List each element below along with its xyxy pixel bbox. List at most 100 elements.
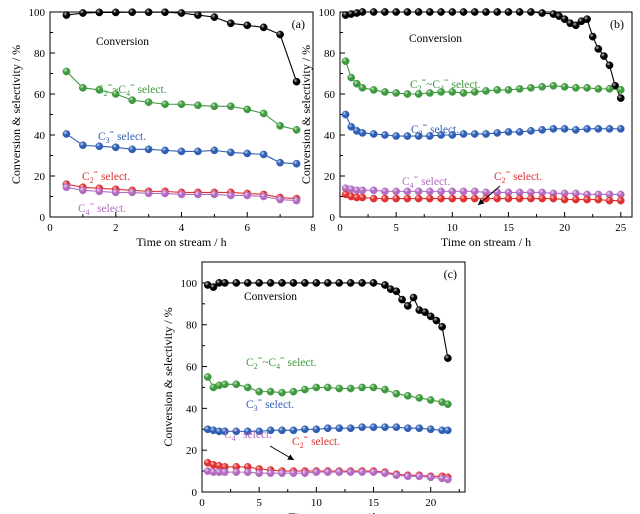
data-point xyxy=(111,143,120,152)
data-point xyxy=(504,194,513,203)
series-c3: C3= select. xyxy=(203,396,452,436)
data-point xyxy=(403,90,412,98)
series-c3: C3= select. xyxy=(62,128,301,168)
data-point xyxy=(358,383,366,392)
data-point xyxy=(95,86,104,94)
data-point xyxy=(358,186,367,195)
data-point xyxy=(588,32,597,41)
x-axis-label: Time on stream / h xyxy=(136,235,226,249)
data-point xyxy=(369,468,378,476)
series-label: C3= select. xyxy=(246,396,294,413)
data-point xyxy=(210,102,219,111)
y-tick-label: 20 xyxy=(186,445,198,457)
data-point xyxy=(335,468,344,476)
data-point xyxy=(369,383,378,392)
data-point xyxy=(243,279,252,287)
y-tick-label: 100 xyxy=(29,7,46,19)
data-point xyxy=(79,9,87,17)
data-point xyxy=(346,468,355,476)
data-point xyxy=(493,129,502,137)
y-tick-label: 0 xyxy=(192,487,198,499)
data-point xyxy=(301,279,309,287)
data-point xyxy=(381,281,389,289)
data-point xyxy=(538,9,547,17)
data-point xyxy=(392,187,401,196)
series-label: Conversion xyxy=(244,291,297,303)
data-point xyxy=(266,387,275,396)
data-point xyxy=(616,86,625,94)
data-point xyxy=(128,96,137,105)
data-point xyxy=(448,88,457,96)
data-point xyxy=(381,8,389,16)
y-tick-label: 0 xyxy=(330,212,336,224)
data-point xyxy=(194,101,202,110)
series-label: Conversion xyxy=(409,33,462,45)
data-point xyxy=(232,468,241,476)
data-point xyxy=(62,11,71,19)
y-tick-label: 80 xyxy=(186,320,198,332)
data-point xyxy=(276,121,284,130)
data-point xyxy=(415,394,424,402)
x-tick-label: 6 xyxy=(245,222,251,234)
data-point xyxy=(243,191,252,200)
series-c4: C4= select. xyxy=(62,183,301,217)
data-point xyxy=(346,384,355,393)
data-point xyxy=(549,125,558,133)
x-tick-label: 10 xyxy=(311,497,323,509)
data-point xyxy=(605,196,614,205)
data-point xyxy=(335,384,344,393)
data-point xyxy=(515,8,524,16)
data-point xyxy=(232,279,241,287)
data-point xyxy=(210,146,219,155)
data-point xyxy=(266,279,275,287)
data-point xyxy=(470,88,479,96)
series-c3: C3= select. xyxy=(341,110,625,140)
series-label: Conversion xyxy=(96,36,149,48)
data-point xyxy=(414,8,423,16)
data-point xyxy=(259,23,268,32)
data-point xyxy=(443,475,452,484)
data-point xyxy=(527,84,535,92)
series-label: C2= select. xyxy=(82,168,130,185)
data-point xyxy=(470,8,479,16)
data-point xyxy=(403,391,412,400)
x-tick-label: 2 xyxy=(113,222,119,234)
data-point xyxy=(358,279,366,287)
data-point xyxy=(209,283,218,291)
data-point xyxy=(259,109,268,118)
x-tick-label: 5 xyxy=(393,222,399,234)
data-point xyxy=(571,126,580,134)
data-point xyxy=(600,52,608,60)
data-point xyxy=(144,98,153,107)
data-point xyxy=(560,82,569,91)
data-point xyxy=(470,194,479,203)
data-point xyxy=(95,187,104,196)
data-point xyxy=(79,84,87,92)
data-point xyxy=(470,130,479,138)
data-point xyxy=(161,146,169,155)
data-point xyxy=(432,316,441,325)
y-axis-label: Conversion & selectivity / % xyxy=(161,307,175,446)
data-point xyxy=(392,471,401,480)
plot-frame xyxy=(339,11,633,218)
data-point xyxy=(527,8,535,16)
data-point xyxy=(438,322,446,331)
data-point xyxy=(255,469,264,478)
data-point xyxy=(414,194,423,203)
data-point xyxy=(243,21,252,30)
data-point xyxy=(161,189,169,198)
data-point xyxy=(210,13,219,21)
data-point xyxy=(425,132,434,140)
x-tick-label: 0 xyxy=(337,222,343,234)
data-point xyxy=(426,312,435,321)
data-point xyxy=(470,187,479,196)
y-tick-label: 60 xyxy=(34,89,46,101)
x-tick-label: 4 xyxy=(179,222,185,234)
data-point xyxy=(255,427,264,436)
data-point xyxy=(381,423,389,432)
data-point xyxy=(369,279,378,287)
data-point xyxy=(255,279,264,287)
data-point xyxy=(177,147,186,156)
data-point xyxy=(392,8,401,16)
data-point xyxy=(301,469,309,478)
